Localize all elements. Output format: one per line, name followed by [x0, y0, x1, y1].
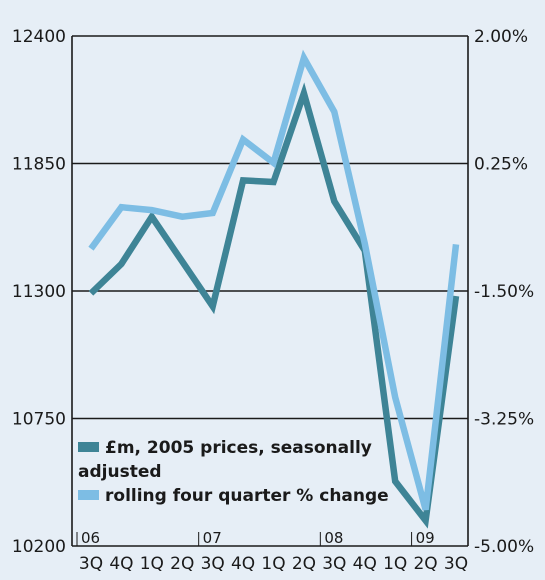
legend-label-line2: adjusted — [78, 462, 162, 482]
left-tick-label: 11300 — [12, 282, 66, 302]
right-tick-label: -5.00% — [474, 537, 534, 557]
category-label: 3Q — [444, 554, 468, 574]
right-tick-label: 2.00% — [474, 27, 528, 47]
category-label: 1Q — [261, 554, 285, 574]
legend-swatch-dark — [78, 442, 99, 452]
category-label: 2Q — [413, 554, 437, 574]
right-tick-label: -1.50% — [474, 282, 534, 302]
left-tick-label: 10750 — [12, 410, 66, 430]
category-label: 3Q — [322, 554, 346, 574]
category-label: 4Q — [109, 554, 133, 574]
legend-label-line1: £m, 2005 prices, seasonally — [105, 438, 372, 458]
year-label: 06 — [81, 529, 100, 547]
legend-swatch-light — [78, 490, 99, 500]
legend-item-seasonally-adjusted: £m, 2005 prices, seasonally — [78, 436, 408, 460]
category-label: 2Q — [170, 554, 194, 574]
category-label: 4Q — [231, 554, 255, 574]
category-label: 2Q — [292, 554, 316, 574]
left-tick-label: 10200 — [12, 537, 66, 557]
category-label: 1Q — [140, 554, 164, 574]
legend-label-line3: rolling four quarter % change — [105, 486, 389, 506]
year-label: 07 — [203, 529, 222, 547]
year-label: 09 — [416, 529, 435, 547]
right-tick-label: -3.25% — [474, 410, 534, 430]
legend-label-line2-row: adjusted — [78, 460, 408, 484]
category-label: 1Q — [383, 554, 407, 574]
legend: £m, 2005 prices, seasonally adjusted rol… — [78, 436, 408, 508]
category-label: 3Q — [79, 554, 103, 574]
category-label: 4Q — [353, 554, 377, 574]
category-label: 3Q — [201, 554, 225, 574]
right-tick-label: 0.25% — [474, 155, 528, 175]
legend-item-rolling-change: rolling four quarter % change — [78, 484, 408, 508]
left-tick-label: 11850 — [12, 155, 66, 175]
left-tick-label: 12400 — [12, 27, 66, 47]
year-label: 08 — [324, 529, 343, 547]
